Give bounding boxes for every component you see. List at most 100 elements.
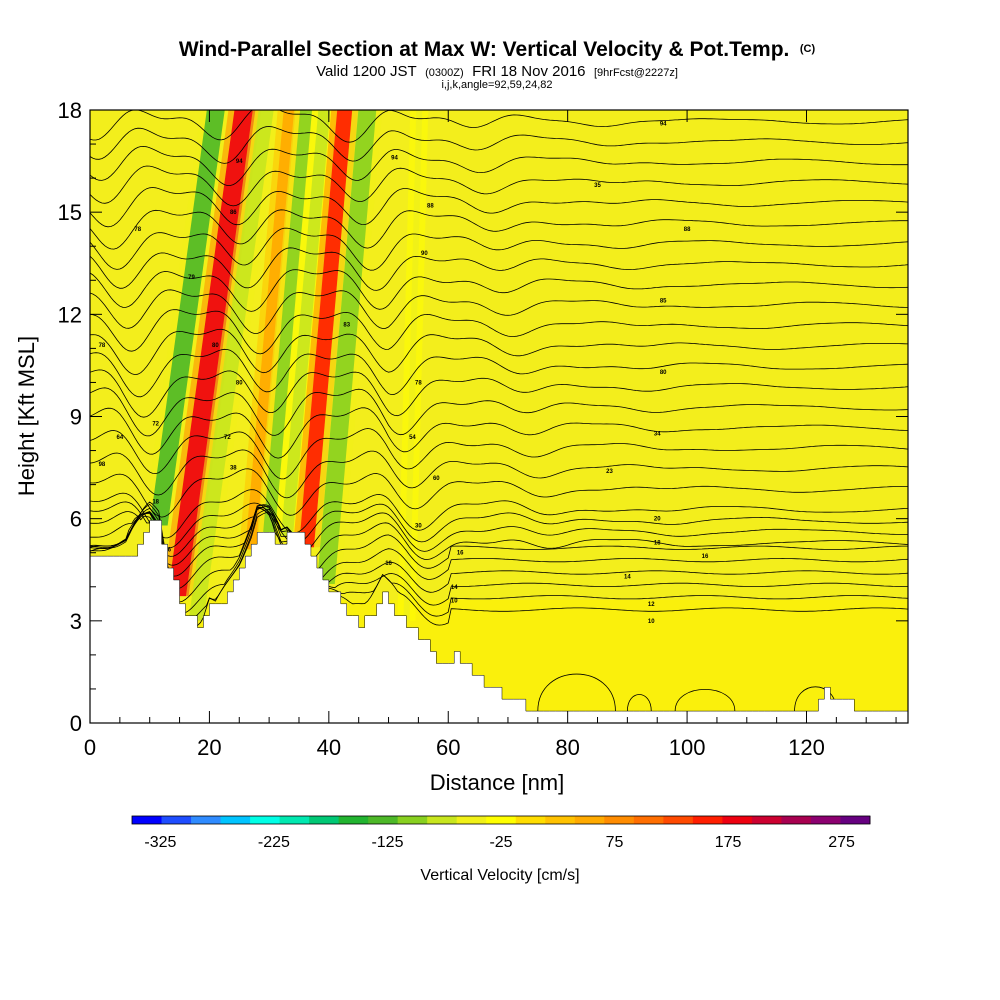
colorbar-swatch (604, 816, 635, 824)
theta-contour (90, 504, 908, 603)
colorbar-swatch (515, 816, 546, 824)
contour-label: 38 (230, 466, 237, 472)
theta-contour (90, 309, 908, 355)
low-level-contour (626, 694, 652, 712)
contour-label: 14 (451, 585, 458, 591)
velocity-bands (143, 110, 429, 621)
y-tick-label: 18 (58, 98, 82, 123)
colorbar-swatch (545, 816, 576, 824)
contour-label: 94 (236, 159, 243, 165)
contour-label: 16 (385, 561, 392, 567)
theta-contour (90, 289, 908, 334)
theta-contour (90, 348, 908, 398)
y-tick-label: 15 (58, 200, 82, 225)
colorbar-swatch (397, 816, 428, 824)
colorbar-tick-label: -325 (144, 834, 176, 851)
x-tick-label: 40 (317, 735, 341, 760)
theta-contour (90, 187, 908, 228)
contour-label: 14 (624, 575, 631, 581)
subtitle-date: FRI 18 Nov 2016 (472, 63, 585, 80)
low-level-contour (674, 689, 736, 712)
colorbar-tick-label: -125 (371, 834, 403, 851)
contour-label: 35 (594, 183, 601, 189)
colorbar-swatch (161, 816, 192, 824)
contour-label: 72 (224, 435, 231, 441)
velocity-band (245, 110, 296, 550)
contour-label: 60 (433, 476, 440, 482)
x-tick-label: 100 (669, 735, 706, 760)
theta-contour (90, 503, 908, 624)
chart-indices: i,j,k,angle=92,59,24,82 (441, 79, 552, 91)
colorbar-swatch (427, 816, 458, 824)
contour-label: 78 (99, 343, 106, 349)
velocity-band (403, 110, 423, 621)
y-tick-label: 9 (70, 405, 82, 430)
colorbar-tick-label: -225 (258, 834, 290, 851)
contour-label: 23 (606, 469, 613, 475)
contour-label: 18 (654, 541, 661, 547)
contour-label: 10 (648, 619, 655, 625)
theta-contour (90, 428, 908, 480)
theta-contour (90, 506, 908, 577)
contour-label: 72 (152, 421, 159, 427)
theta-contour (90, 505, 908, 614)
colorbar-swatch (220, 816, 251, 824)
theta-contour (90, 165, 908, 207)
theta-contour (90, 247, 908, 291)
colorbar-swatch (840, 816, 871, 824)
colorbar-swatch (338, 816, 369, 824)
x-tick-label: 0 (84, 735, 96, 760)
theta-contours (90, 110, 908, 712)
contour-label: 10 (451, 598, 458, 604)
contour-label: 85 (660, 299, 667, 305)
contour-label: 80 (660, 370, 667, 376)
colorbar-swatch (633, 816, 664, 824)
theta-contour (90, 387, 908, 437)
theta-contour (90, 506, 908, 557)
contour-label: 16 (702, 554, 709, 560)
colorbar-swatch (781, 816, 812, 824)
contour-label: 98 (99, 462, 106, 468)
contour-label: 34 (654, 432, 661, 438)
velocity-band (316, 110, 377, 584)
contour-label: 94 (391, 156, 398, 162)
x-axis-title: Distance [nm] (430, 770, 565, 795)
theta-contour (90, 501, 908, 549)
colorbar-swatch (486, 816, 517, 824)
subtitle-forecast: [9hrFcst@2227z] (594, 67, 678, 79)
axes: 0 20 40 60 80 100 120 0 3 6 9 12 15 18 (58, 98, 908, 760)
colorbar-swatch (191, 816, 222, 824)
colorbar-swatch (456, 816, 487, 824)
colorbar-swatch (810, 816, 841, 824)
theta-contour (90, 269, 908, 312)
theta-contour (90, 489, 908, 539)
velocity-band (188, 110, 274, 621)
contour-label: 90 (421, 251, 428, 257)
contour-label: 16 (457, 551, 464, 557)
velocity-band (263, 110, 313, 533)
contour-label: 16 (164, 547, 171, 553)
contour-label: 79 (188, 275, 195, 281)
colorbar-tick-label: -25 (489, 834, 512, 851)
contour-label: 88 (684, 227, 691, 233)
theta-contour (90, 145, 908, 186)
contour-label: 83 (343, 323, 350, 329)
y-axis-title: Height [Kft MSL] (14, 336, 39, 496)
theta-contour (90, 126, 908, 164)
contour-label: 78 (415, 380, 422, 386)
subtitle-utc: (0300Z) (425, 67, 464, 79)
plot-area: 94 94 94 35 88 86 78 88 90 79 85 83 78 80 80 80 78 72 72 34… (90, 110, 908, 723)
contour-label: 18 (152, 500, 159, 506)
x-tick-label: 60 (436, 735, 460, 760)
colorbar-swatch (309, 816, 340, 824)
x-tick-label: 80 (555, 735, 579, 760)
colorbar-tick-label: 75 (606, 834, 624, 851)
title-mark: (C) (800, 43, 816, 55)
contour-label: 88 (427, 203, 434, 209)
theta-contour (90, 407, 908, 459)
colorbar-tick-label: 275 (828, 834, 855, 851)
chart-title: Wind-Parallel Section at Max W: Vertical… (179, 38, 816, 61)
low-level-contour (537, 673, 616, 712)
theta-contour (90, 468, 908, 518)
